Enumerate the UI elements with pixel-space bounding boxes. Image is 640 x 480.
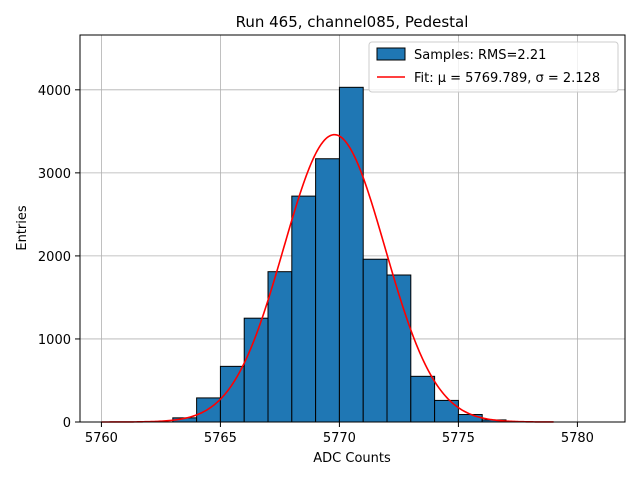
y-tick-label-2: 2000 [38,250,71,265]
histogram-bar-12 [457,414,483,423]
histogram-bar-4 [267,271,293,423]
fit-curve [101,133,554,423]
histogram-bar-9 [386,274,412,423]
x-axis-ticks: 5760 5765 5770 5775 5780 [85,422,594,446]
legend-swatch-samples [376,47,406,61]
chart-title: Run 465, channel085, Pedestal [236,13,469,31]
legend: Samples: RMS=2.21 Fit: μ = 5769.789, σ =… [368,41,619,93]
x-tick-label-2: 5770 [323,431,356,446]
x-tick-label-3: 5775 [442,431,475,446]
histogram-bar-10 [410,375,436,423]
legend-frame [368,41,619,93]
x-tick-label-4: 5780 [561,431,594,446]
histogram-bar-6 [315,158,340,423]
histogram-bar-8 [362,258,388,423]
legend-label-samples: Samples: RMS=2.21 [414,48,546,63]
histogram-bar-7 [338,86,364,423]
histogram-bar-11 [434,399,459,423]
x-tick-label-1: 5765 [204,431,237,446]
legend-label-fit: Fit: μ = 5769.789, σ = 2.128 [414,71,600,86]
histogram-bars [172,86,507,423]
y-tick-label-0: 0 [63,416,71,431]
histogram-bar-5 [291,195,317,423]
y-tick-label-1: 1000 [38,333,71,348]
y-axis-label: Entries [15,205,30,251]
y-axis-ticks: 0 1000 2000 3000 4000 [38,84,80,431]
x-tick-label-0: 5760 [85,431,118,446]
y-tick-label-4: 4000 [38,84,71,99]
plot-frame [79,34,626,423]
x-axis-label: ADC Counts [313,451,391,466]
y-tick-label-3: 3000 [38,167,71,182]
